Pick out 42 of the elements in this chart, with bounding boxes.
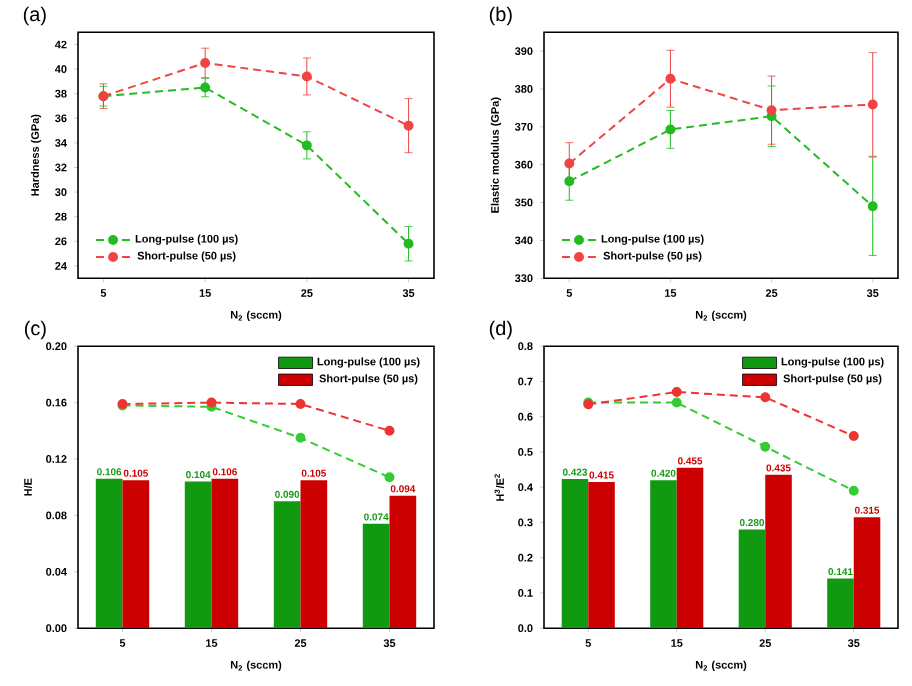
point <box>301 71 312 82</box>
point <box>200 82 211 93</box>
bar <box>389 495 417 629</box>
point <box>295 398 306 409</box>
bar <box>738 529 766 629</box>
bar <box>122 480 150 629</box>
point <box>867 201 878 212</box>
bar <box>184 481 212 629</box>
point <box>760 441 771 452</box>
point <box>867 99 878 110</box>
point <box>671 386 682 397</box>
bar <box>211 478 239 629</box>
bar <box>300 480 328 629</box>
point <box>564 158 575 169</box>
bar <box>765 474 792 629</box>
chart-title: (b) <box>489 6 512 26</box>
point <box>665 73 676 84</box>
bar <box>853 517 881 629</box>
point <box>665 124 676 135</box>
point <box>403 238 414 249</box>
point <box>301 140 312 151</box>
bar <box>561 478 589 629</box>
chart-title: (a) <box>23 6 46 26</box>
bar <box>650 480 677 629</box>
bar <box>273 501 301 629</box>
point <box>760 392 771 403</box>
bar <box>588 481 615 629</box>
chart-title: (c) <box>24 320 46 340</box>
bar <box>827 578 854 629</box>
chart-title: (d) <box>489 320 512 340</box>
point <box>384 425 395 436</box>
point <box>384 472 395 483</box>
point <box>848 431 859 441</box>
point <box>671 397 682 408</box>
bar <box>95 478 123 629</box>
point <box>200 57 211 68</box>
bar <box>362 523 390 629</box>
point <box>295 432 306 443</box>
point <box>766 105 777 116</box>
point <box>848 485 859 496</box>
point <box>403 120 414 131</box>
bar <box>676 467 704 629</box>
